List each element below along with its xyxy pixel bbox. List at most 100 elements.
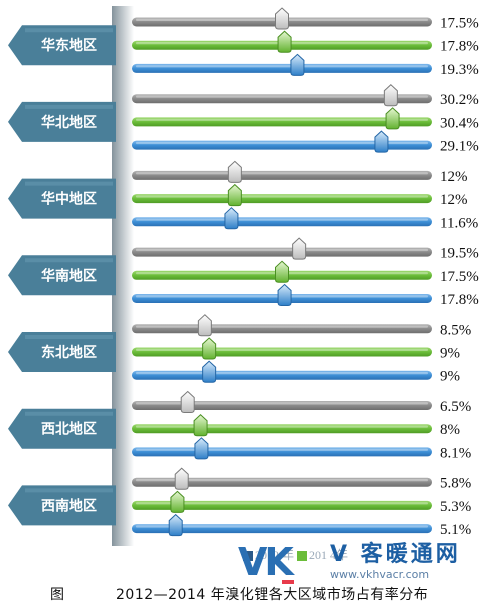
region-3-2013-bar <box>132 194 432 204</box>
region-6-2013-bar-gloss <box>136 425 428 428</box>
region-2-tag <box>8 101 116 142</box>
watermark-name: V 客暖通网 <box>330 542 461 567</box>
region-7-tag <box>8 485 116 526</box>
region-3-2013-marker <box>227 183 242 207</box>
region-7-2014-value-label: 5.1% <box>440 522 471 538</box>
region-4-2012-bar-gloss <box>136 248 428 252</box>
region-1-tag <box>8 25 116 66</box>
watermark-logo: VK <box>238 540 294 584</box>
region-3-2012-value-label: 12% <box>440 169 468 185</box>
region-6-2012-marker <box>180 390 195 413</box>
region-6-2014-value-label: 8.1% <box>440 445 471 461</box>
region-6-2014-bar-gloss <box>136 448 428 451</box>
region-7-2012-bar-gloss <box>136 479 428 482</box>
region-3-label: 华中地区 <box>41 191 97 208</box>
market-share-chart: 17.5% 17.8% 19.3% 30.2% 30.4% 29.1% 12% 12% 11.6… <box>8 6 479 546</box>
region-4-2014-value-label: 17.8% <box>440 292 479 308</box>
region-6-2013-marker <box>193 414 208 437</box>
legend-ghost: 2012 年 201 4年 <box>243 546 348 563</box>
legend-2012-text: 2012 年 <box>255 548 295 562</box>
region-1-2013-value-label: 17.8% <box>440 39 479 55</box>
region-5-label: 东北地区 <box>41 344 97 361</box>
region-7-2013-value-label: 5.3% <box>440 499 471 515</box>
decorative-shadow-strip <box>112 6 134 546</box>
region-1-2012-marker <box>275 7 289 30</box>
watermark-url: www.vkhvacr.com <box>330 568 430 581</box>
region-7-2012-value-label: 5.8% <box>440 476 471 492</box>
region-6-tag <box>8 408 116 449</box>
region-7-2014-bar-gloss <box>136 525 428 528</box>
region-3-2013-bar-gloss <box>136 195 428 198</box>
figure-label: 图 <box>50 587 64 603</box>
region-3-2014-bar-gloss <box>136 218 428 221</box>
region-6-2012-bar <box>132 401 432 410</box>
region-3-2012-marker <box>227 160 242 183</box>
region-2-2012-value-label: 30.2% <box>440 92 479 108</box>
region-3-2014-bar <box>132 217 432 227</box>
region-1-2014-bar <box>132 63 432 73</box>
region-4-2014-marker <box>277 283 292 306</box>
region-5-tag <box>8 332 116 372</box>
region-4-tag <box>8 255 116 296</box>
region-6-2014-marker <box>194 437 209 460</box>
watermark: VK V 客暖通网 www.vkhvacr.com <box>230 540 497 584</box>
region-2-2012-bar-gloss <box>136 95 428 98</box>
region-4-2012-marker <box>292 237 307 260</box>
region-7-2013-bar <box>132 500 432 510</box>
region-2-2014-marker <box>374 130 389 153</box>
region-4-2012-bar <box>132 247 432 257</box>
region-6-2012-value-label: 6.5% <box>440 399 471 415</box>
region-2-2013-bar <box>132 117 432 127</box>
region-1-2012-value-label: 17.5% <box>440 16 479 32</box>
region-6-label: 西北地区 <box>41 421 97 438</box>
region-5-2014-marker <box>202 360 217 383</box>
region-2-2014-bar <box>132 140 432 150</box>
region-1-label: 华东地区 <box>41 37 97 54</box>
chart-title: 2012—2014 年溴化锂各大区域市场占有率分布 <box>116 587 429 603</box>
region-2-2012-marker <box>383 84 398 107</box>
region-3-2013-value-label: 12% <box>440 192 468 208</box>
region-5-2012-marker <box>197 314 212 337</box>
region-1-2013-marker <box>277 30 292 53</box>
figure-caption: 图 2012—2014 年溴化锂各大区域市场占有率分布 <box>0 584 497 606</box>
region-2-2012-bar <box>132 94 432 104</box>
region-7-tag-highlight <box>25 488 113 493</box>
region-5-2014-value-label: 9% <box>440 369 460 385</box>
region-6-2013-value-label: 8% <box>440 422 460 438</box>
region-5-2012-value-label: 8.5% <box>440 322 471 338</box>
region-7-2013-marker <box>170 490 185 513</box>
region-1-2014-value-label: 19.3% <box>440 62 479 78</box>
region-7-2014-bar <box>132 524 432 534</box>
region-7-2012-marker <box>174 467 189 490</box>
region-7-label: 西南地区 <box>41 497 97 514</box>
watermark-red-mark <box>282 580 294 584</box>
region-2-2013-value-label: 30.4% <box>440 115 479 131</box>
region-7-2014-marker <box>168 513 183 537</box>
region-2-label: 华北地区 <box>41 114 97 131</box>
region-3-tag <box>8 178 116 219</box>
region-2-2014-value-label: 29.1% <box>440 139 479 155</box>
region-3-2012-bar <box>132 170 432 180</box>
region-1-2014-bar-gloss <box>136 65 428 68</box>
region-7-2012-bar <box>132 477 432 487</box>
region-5-2014-bar-gloss <box>136 372 428 375</box>
region-1-2014-marker <box>290 53 305 76</box>
region-5-2013-marker <box>202 337 217 360</box>
region-3-2014-value-label: 11.6% <box>440 215 478 231</box>
region-2-tag-highlight <box>25 104 113 109</box>
region-3-tag-highlight <box>25 181 113 186</box>
region-2-2013-bar-gloss <box>136 118 428 121</box>
region-6-2012-bar-gloss <box>136 402 428 405</box>
legend-2014-text: 4年 <box>330 548 349 562</box>
region-3-2012-bar-gloss <box>136 172 428 175</box>
region-4-tag-highlight <box>25 258 113 263</box>
region-6-tag-highlight <box>25 411 113 416</box>
legend-swatch-2012 <box>243 551 253 562</box>
region-2-2014-bar-gloss <box>136 141 428 145</box>
region-5-2012-bar-gloss <box>136 325 428 328</box>
region-5-2013-bar-gloss <box>136 348 428 351</box>
region-1-tag-highlight <box>25 28 113 33</box>
region-4-2012-value-label: 19.5% <box>440 246 479 262</box>
legend-swatch-2013 <box>297 551 308 562</box>
region-3-2014-marker <box>224 207 239 230</box>
